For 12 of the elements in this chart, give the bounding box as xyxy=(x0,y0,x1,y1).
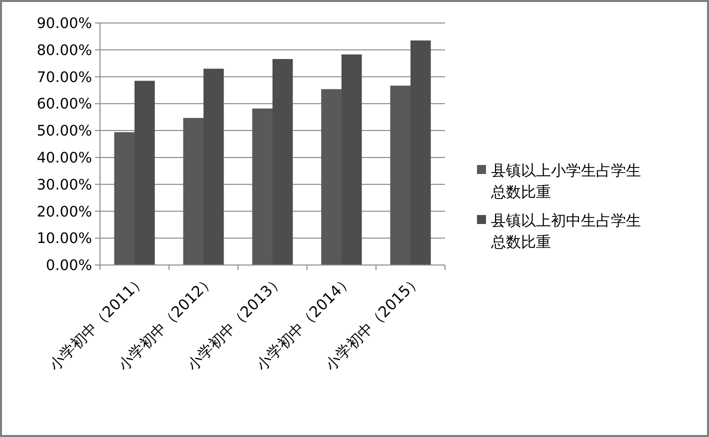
y-tick-label: 0.00% xyxy=(46,258,92,274)
y-tick-label: 40.00% xyxy=(36,150,92,167)
y-tick-label: 50.00% xyxy=(36,124,92,140)
y-tick-label: 70.00% xyxy=(36,70,92,86)
y-tick-label: 60.00% xyxy=(36,96,92,113)
y-tick-label: 80.00% xyxy=(36,42,92,59)
legend-label: 县镇以上小学生占学生总数比重 xyxy=(490,161,641,201)
y-tick-label: 20.00% xyxy=(36,204,92,220)
y-tick-label: 10.00% xyxy=(36,231,92,248)
y-tick-label: 30.00% xyxy=(36,177,92,194)
y-tick-label: 90.00% xyxy=(36,16,92,32)
legend-label: 县镇以上初中生占学生总数比重 xyxy=(490,211,641,251)
